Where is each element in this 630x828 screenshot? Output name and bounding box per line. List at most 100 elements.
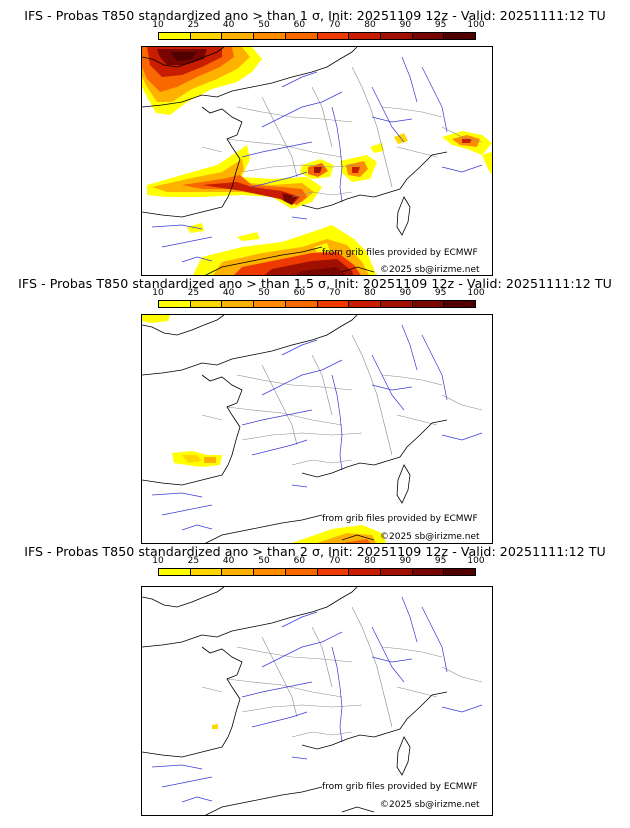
panel-title: IFS - Probas T850 standardized ano > tha… xyxy=(24,8,606,23)
map-basemap xyxy=(142,315,483,543)
probability-patch xyxy=(237,232,260,241)
coastline xyxy=(399,691,448,730)
probability-map xyxy=(141,46,493,276)
admin-border xyxy=(201,146,223,153)
river-line xyxy=(421,334,448,401)
river-line xyxy=(441,432,483,441)
color-scale-ticks: 10 25 40 50 60 70 80 90 95 100 xyxy=(152,288,484,300)
probability-patch xyxy=(182,455,202,463)
river-line xyxy=(421,606,448,673)
probability-patch xyxy=(314,167,322,173)
scale-swatch xyxy=(159,301,191,307)
admin-border xyxy=(291,731,353,738)
admin-border xyxy=(441,666,483,683)
scale-tick-label: 60 xyxy=(293,20,306,30)
admin-border xyxy=(236,374,353,391)
coastline xyxy=(301,456,401,478)
admin-border xyxy=(226,138,343,158)
river-line xyxy=(291,756,308,760)
coastline xyxy=(142,315,358,376)
scale-tick-label: 10 xyxy=(152,20,164,30)
scale-swatch xyxy=(444,301,476,307)
probability-fields xyxy=(142,47,492,275)
scale-tick-label: 90 xyxy=(399,556,412,566)
probability-patch xyxy=(462,139,472,143)
coastline xyxy=(399,151,448,190)
scale-tick-label: 90 xyxy=(399,20,412,30)
scale-tick-label: 90 xyxy=(399,288,412,298)
admin-border xyxy=(241,432,363,441)
scale-swatch xyxy=(190,569,223,575)
admin-border xyxy=(226,678,343,698)
coastline xyxy=(341,266,375,273)
river-line xyxy=(261,359,343,396)
admin-border xyxy=(261,96,298,178)
river-line xyxy=(181,256,213,263)
river-line xyxy=(401,324,418,371)
coastline xyxy=(205,786,323,815)
map-panel-1-5sigma: IFS - Probas T850 standardized ano > tha… xyxy=(0,276,630,546)
coastline xyxy=(142,474,223,486)
scale-tick-label: 40 xyxy=(222,556,235,566)
coastline xyxy=(396,196,411,236)
admin-border xyxy=(381,106,443,118)
river-line xyxy=(151,764,203,770)
coastline xyxy=(301,188,401,210)
admin-border xyxy=(261,364,298,446)
scale-swatch xyxy=(412,301,445,307)
scale-tick-label: 80 xyxy=(364,556,376,566)
color-scale xyxy=(158,32,476,40)
river-line xyxy=(331,106,343,203)
admin-border xyxy=(226,406,343,426)
coastline xyxy=(205,514,323,543)
river-line xyxy=(241,409,313,426)
scale-swatch xyxy=(222,301,255,307)
river-line xyxy=(261,631,343,668)
river-line xyxy=(161,776,213,788)
probability-map xyxy=(141,314,493,544)
admin-border xyxy=(441,126,483,143)
probability-fields xyxy=(212,724,218,729)
probability-patch xyxy=(142,315,170,323)
river-line xyxy=(241,141,313,158)
scale-swatch xyxy=(190,33,223,39)
panel-title: IFS - Probas T850 standardized ano > tha… xyxy=(24,544,606,559)
scale-swatch xyxy=(412,569,445,575)
scale-swatch xyxy=(285,33,318,39)
river-line xyxy=(331,646,343,743)
credit-copyright: ©2025 sb@irizme.net xyxy=(380,800,480,810)
map-basemap xyxy=(142,587,483,815)
scale-swatch xyxy=(380,33,413,39)
river-line xyxy=(241,681,313,698)
scale-swatch xyxy=(190,301,223,307)
coastline xyxy=(301,728,401,750)
river-line xyxy=(441,164,483,173)
color-scale xyxy=(158,568,476,576)
river-line xyxy=(421,66,448,133)
scale-swatch xyxy=(159,569,191,575)
scale-tick-label: 50 xyxy=(258,20,270,30)
coastline xyxy=(341,806,375,813)
coastline xyxy=(142,206,223,218)
scale-tick-label: 25 xyxy=(187,288,200,298)
color-scale-ticks: 10 25 40 50 60 70 80 90 95 100 xyxy=(152,556,484,568)
probability-patch xyxy=(170,52,197,61)
admin-border xyxy=(351,66,393,188)
credit-copyright: ©2025 sb@irizme.net xyxy=(380,265,480,275)
river-line xyxy=(371,86,405,143)
river-line xyxy=(161,504,213,516)
river-line xyxy=(281,71,318,88)
river-line xyxy=(281,611,318,628)
river-line xyxy=(291,484,308,488)
scale-swatch xyxy=(254,569,286,575)
river-line xyxy=(401,596,418,643)
admin-border xyxy=(351,334,393,456)
river-line xyxy=(371,116,413,123)
scale-swatch xyxy=(285,301,318,307)
map-panel-2sigma: IFS - Probas T850 standardized ano > tha… xyxy=(0,544,630,816)
river-line xyxy=(371,656,413,663)
coastline xyxy=(205,246,323,275)
admin-border xyxy=(396,146,438,158)
coastline xyxy=(396,736,411,776)
scale-swatch xyxy=(380,569,413,575)
